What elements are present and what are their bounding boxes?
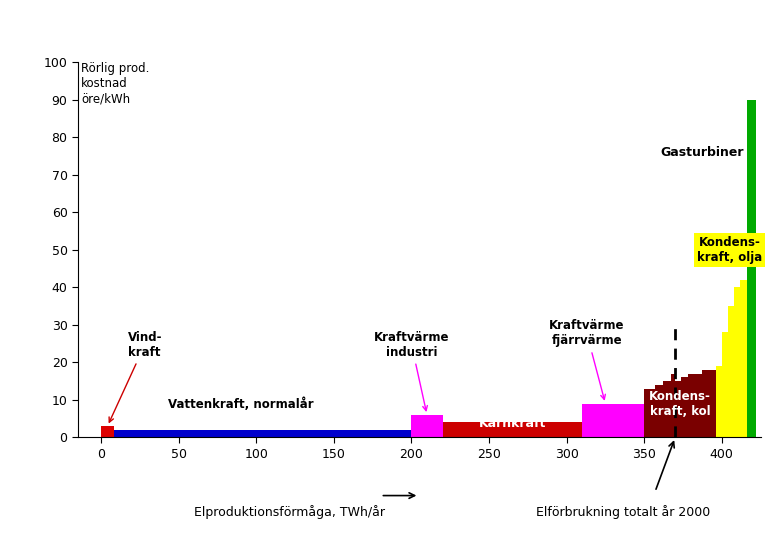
Text: Vind-
kraft: Vind- kraft [109,330,162,422]
Text: Chalmers tekniska högskola: Chalmers tekniska högskola [476,18,663,32]
Text: CHALMERS: CHALMERS [20,15,148,35]
Text: Kondens-
kraft, olja: Kondens- kraft, olja [697,236,762,264]
Text: Gasturbiner: Gasturbiner [660,146,743,159]
Text: Kraftvärme
industri: Kraftvärme industri [374,330,449,410]
Text: Institutionen för energiteknik: Institutionen för energiteknik [20,514,214,527]
Text: Kraftvärme
fjärrvärme: Kraftvärme fjärrvärme [549,319,625,400]
Text: Vattenkraft, normalår: Vattenkraft, normalår [168,397,314,411]
Text: Kondens-
kraft, kol: Kondens- kraft, kol [649,390,711,417]
Text: Kärnkraft: Kärnkraft [479,417,546,430]
Text: Avdelningen för energisystemteknik: Avdelningen för energisystemteknik [519,514,760,527]
Text: Elförbrukning totalt år 2000: Elförbrukning totalt år 2000 [536,505,710,519]
Text: Elproduktionsförmåga, TWh/år: Elproduktionsförmåga, TWh/år [194,505,385,519]
Text: Rörlig prod.
kostnad
öre/kWh: Rörlig prod. kostnad öre/kWh [81,62,150,105]
